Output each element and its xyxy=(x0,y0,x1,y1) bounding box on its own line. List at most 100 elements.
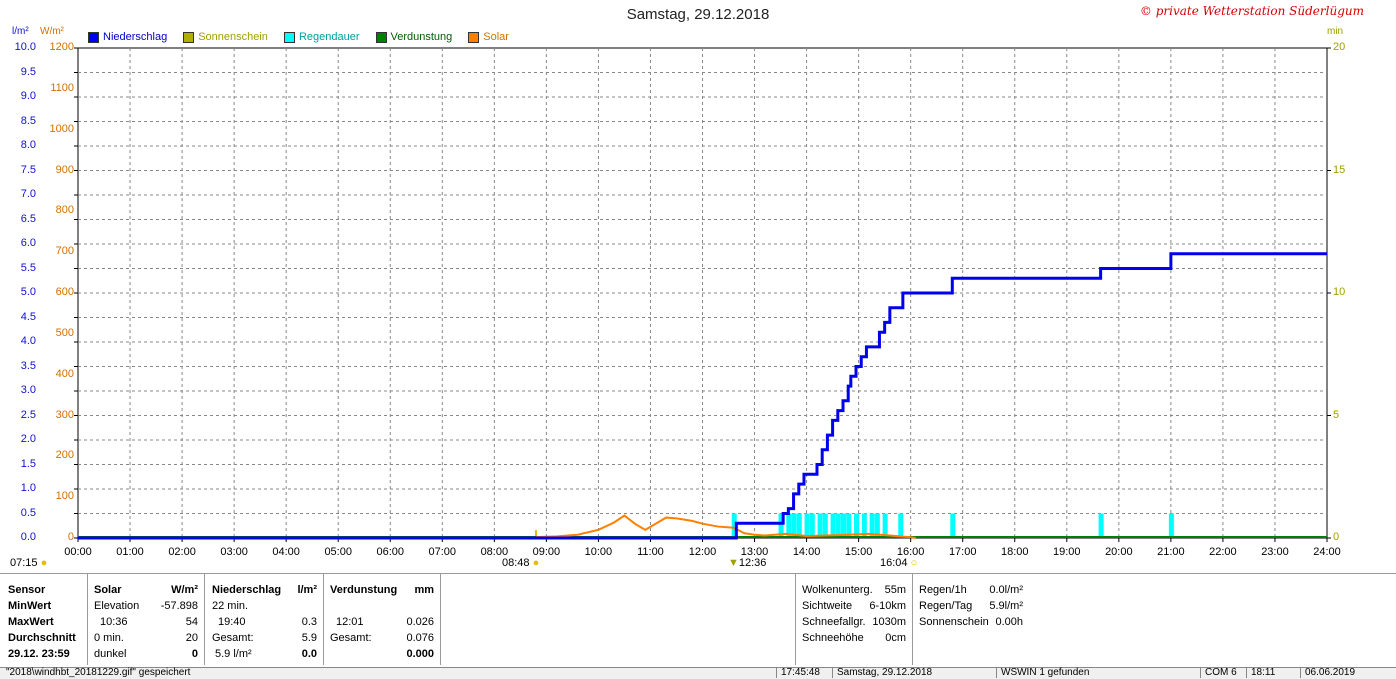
precipitation-line xyxy=(78,252,1327,540)
sunrise-label: 08:48 ● xyxy=(502,557,540,569)
statistics-panel: Sensor MinWert MaxWert Durchschnitt 29.1… xyxy=(0,573,1396,667)
rain-duration-bar xyxy=(731,513,737,538)
x-tick-label: 06:00 xyxy=(376,546,405,558)
evap-max-time: 12:01 xyxy=(336,616,364,628)
y-tick-orange: 200 xyxy=(55,449,74,462)
y-tick-orange: 800 xyxy=(55,204,74,217)
snowline-value: 1030m xyxy=(872,616,906,628)
rain-duration-bar xyxy=(817,513,823,538)
y-tick-blue: 6.5 xyxy=(20,212,36,225)
evap-total-label: Gesamt: xyxy=(330,632,372,644)
evap-unit: mm xyxy=(414,584,434,596)
avg-label: Durchschnitt xyxy=(8,632,76,644)
rain-total-label: Gesamt: xyxy=(212,632,254,644)
visibility-value: 6-10km xyxy=(869,600,906,612)
y-tick-right: 0 xyxy=(1333,531,1340,543)
rain-duration-bar xyxy=(796,513,802,538)
legend-item[interactable]: Regendauer xyxy=(283,31,360,43)
rain1h-label: Regen/1h xyxy=(919,584,967,596)
legend-label: Solar xyxy=(483,31,509,43)
evap-max-value: 0.026 xyxy=(406,616,434,628)
x-tick-label: 05:00 xyxy=(324,546,352,558)
status-port: COM 6 xyxy=(1200,667,1247,678)
y-tick-right: 15 xyxy=(1333,163,1346,176)
legend-item[interactable]: Verdunstung xyxy=(375,31,452,43)
legend-swatch xyxy=(468,31,480,43)
y-tick-orange: 0 xyxy=(67,531,74,543)
solar-avg-value: 20 xyxy=(185,632,198,644)
solar-avg-label: 0 min. xyxy=(94,632,124,644)
snowdepth-value: 0cm xyxy=(885,632,906,644)
rain-column: Niederschlag l/m² 22 min. 19:40 0.3 Gesa… xyxy=(205,574,324,665)
y-tick-blue: 1.0 xyxy=(20,482,36,494)
y-tick-orange: 300 xyxy=(55,408,74,421)
noon-label: ▼12:36 xyxy=(728,557,767,569)
rain-end-value: 0.0 xyxy=(301,648,317,660)
x-tick-label: 03:00 xyxy=(220,546,248,558)
solar-end-value: 0 xyxy=(191,648,198,660)
rain-max-time: 19:40 xyxy=(218,616,246,628)
x-tick-label: 12:00 xyxy=(688,546,717,558)
legend-item[interactable]: Solar xyxy=(468,31,509,43)
legend-swatch xyxy=(375,31,387,43)
weather-chart xyxy=(74,47,1331,542)
solar-header: Solar xyxy=(94,584,122,596)
status-file: "2018\windhbt_20181229.gif" gespeichert xyxy=(6,667,191,678)
x-tick-label: 09:00 xyxy=(532,546,561,558)
right-axis-unit: min xyxy=(1327,26,1344,37)
status-clock: 18:11 xyxy=(1246,667,1301,678)
legend-item[interactable]: Niederschlag xyxy=(88,31,167,43)
solar-min-label: Elevation xyxy=(94,600,140,612)
y-tick-orange: 700 xyxy=(55,245,74,258)
x-tick-label: 02:00 xyxy=(168,546,196,558)
y-tick-blue: 10.0 xyxy=(14,41,36,53)
rain-duration-bar xyxy=(822,513,828,538)
x-tick-label: 22:00 xyxy=(1209,546,1237,558)
end-label: 29.12. 23:59 xyxy=(8,648,70,660)
rain-duration-bar xyxy=(841,513,847,538)
rain-duration-bar xyxy=(898,513,904,538)
rain-duration-bar xyxy=(869,513,875,538)
rain-max-value: 0.3 xyxy=(301,616,317,628)
y-tick-orange: 600 xyxy=(55,286,74,298)
legend-label: Sonnenschein xyxy=(198,31,268,43)
x-tick-label: 00:00 xyxy=(64,546,92,558)
rain-duration-bar xyxy=(786,513,792,538)
rainday-value: 5.9l/m² xyxy=(989,600,1023,612)
snowdepth-label: Schneehöhe xyxy=(802,632,864,644)
rain-duration-bar xyxy=(950,513,956,538)
y-tick-blue: 0.0 xyxy=(20,531,36,543)
y-tick-blue: 3.5 xyxy=(20,359,36,372)
status-date: Samstag, 29.12.2018 xyxy=(832,667,997,678)
y-tick-blue: 1.5 xyxy=(20,457,36,470)
y-tick-blue: 8.5 xyxy=(20,114,36,127)
chart-title: Samstag, 29.12.2018 xyxy=(626,6,770,23)
rain-duration-bar xyxy=(791,513,797,538)
rain-header: Niederschlag xyxy=(212,584,282,596)
x-tick-label: 17:00 xyxy=(948,546,977,558)
rain-min-label: 22 min. xyxy=(212,600,249,612)
sensor-column: Sensor MinWert MaxWert Durchschnitt 29.1… xyxy=(0,574,88,665)
rain-duration-bar xyxy=(1168,513,1174,538)
y-tick-blue: 7.5 xyxy=(20,163,36,176)
max-label: MaxWert xyxy=(8,616,54,628)
y-tick-orange: 400 xyxy=(55,367,74,380)
y-tick-blue: 5.0 xyxy=(20,286,36,298)
rain-duration-bar xyxy=(809,513,815,538)
y-tick-orange: 500 xyxy=(55,326,74,339)
rain-duration-bar xyxy=(861,513,867,538)
legend-item[interactable]: Sonnenschein xyxy=(183,31,268,43)
x-tick-label: 07:00 xyxy=(428,546,457,558)
x-tick-label: 24:00 xyxy=(1313,546,1341,558)
snowline-label: Schneefallgr. xyxy=(802,616,866,628)
solar-end-label: dunkel xyxy=(94,648,127,660)
sunshine-value: 0.00h xyxy=(995,616,1023,628)
rain-duration-bar xyxy=(835,513,841,538)
x-tick-label: 08:00 xyxy=(480,546,509,558)
solar-max-time: 10:36 xyxy=(100,616,128,628)
evaporation-column: Verdunstung mm 12:01 0.026 Gesamt: 0.076… xyxy=(324,574,441,665)
dawn-label: 07:15 ● xyxy=(10,557,48,569)
y-tick-orange: 1000 xyxy=(49,122,74,135)
left-axis-unit-blue: l/m² xyxy=(12,26,29,37)
y-tick-orange: 1200 xyxy=(49,41,74,53)
